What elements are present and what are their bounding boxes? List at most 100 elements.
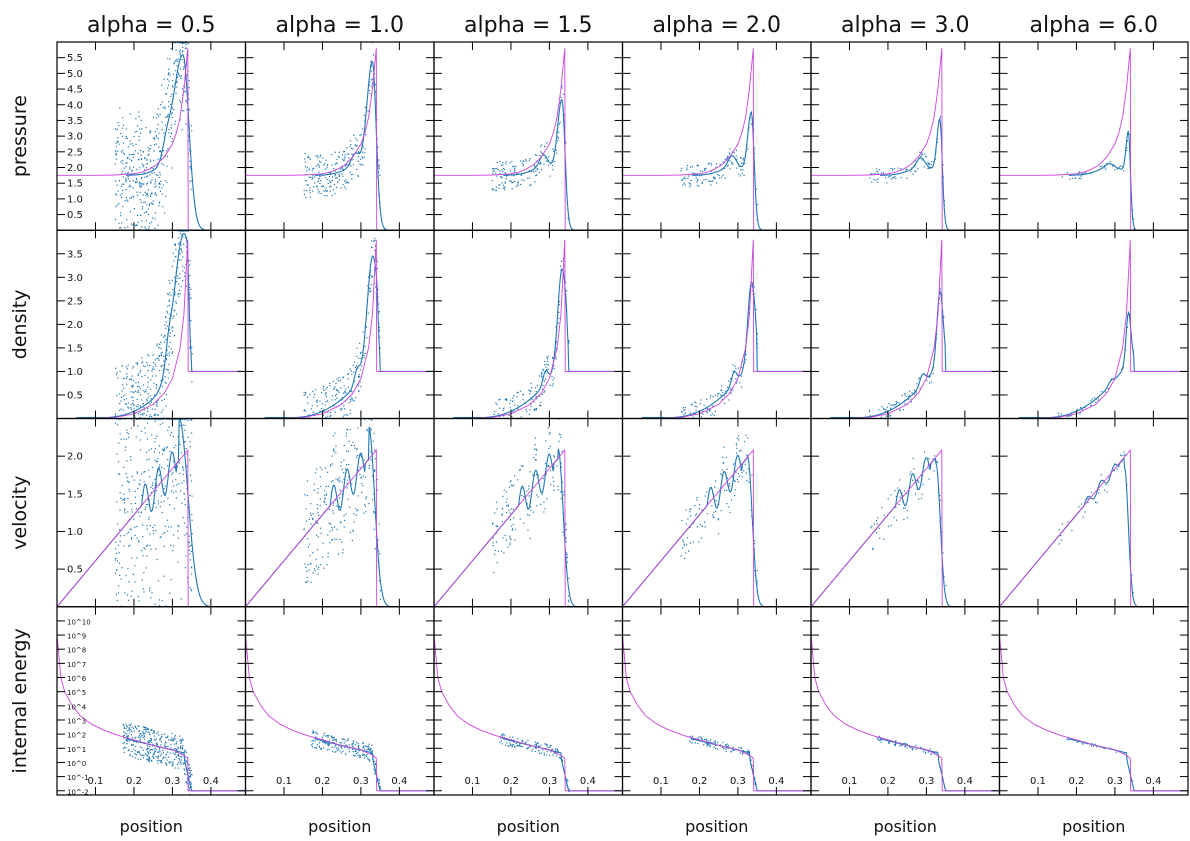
simulation-point xyxy=(552,357,554,359)
simulation-point xyxy=(132,744,134,746)
simulation-point xyxy=(1126,149,1128,151)
simulation-point xyxy=(892,169,894,171)
simulation-point xyxy=(560,462,562,464)
simulation-point xyxy=(189,347,191,349)
simulation-point xyxy=(150,448,152,450)
simulation-point xyxy=(121,222,123,224)
simulation-point xyxy=(704,738,706,741)
simulation-point xyxy=(175,444,177,446)
simulation-point xyxy=(134,526,136,528)
simulation-point xyxy=(354,380,356,382)
simulation-point xyxy=(174,293,176,295)
simulation-point xyxy=(351,483,353,485)
simulation-point xyxy=(123,466,125,468)
simulation-point xyxy=(346,181,348,183)
simulation-point xyxy=(144,548,146,550)
simulation-point xyxy=(493,571,495,574)
simulation-point xyxy=(181,752,183,754)
simulation-point xyxy=(539,145,541,147)
simulation-point xyxy=(736,447,738,449)
simulation-point xyxy=(326,749,328,751)
simulation-point xyxy=(184,272,186,274)
simulation-point xyxy=(695,177,697,179)
simulation-point xyxy=(128,724,130,726)
simulation-point xyxy=(321,403,323,405)
simulation-point xyxy=(377,171,379,173)
simulation-point xyxy=(190,168,192,170)
simulation-point xyxy=(313,489,315,491)
simulation-point xyxy=(339,489,341,491)
simulation-point xyxy=(370,459,372,461)
simulation-point xyxy=(120,185,122,187)
simulation-point xyxy=(165,327,167,329)
simulation-point xyxy=(327,164,329,166)
simulation-point xyxy=(123,534,125,537)
simulation-point xyxy=(378,164,380,166)
simulation-point xyxy=(188,230,190,232)
simulation-point xyxy=(694,401,696,403)
simulation-point xyxy=(125,166,127,168)
simulation-point xyxy=(1108,476,1110,478)
simulation-point xyxy=(513,739,515,741)
simulation-point xyxy=(916,383,918,385)
simulation-point xyxy=(318,192,320,194)
simulation-point xyxy=(527,514,529,516)
simulation-point xyxy=(338,173,340,175)
simulation-point xyxy=(179,253,181,255)
simulation-point xyxy=(343,159,346,161)
simulation-point xyxy=(708,741,710,743)
simulation-point xyxy=(140,154,142,156)
simulation-point xyxy=(534,741,536,743)
simulation-point xyxy=(148,756,150,758)
simulation-point xyxy=(694,514,697,516)
simulation-point xyxy=(511,746,513,748)
simulation-point xyxy=(156,405,158,407)
simulation-point xyxy=(939,288,941,290)
simulation-point xyxy=(156,357,158,359)
simulation-point xyxy=(930,381,932,383)
simulation-point xyxy=(547,355,549,357)
simulation-point xyxy=(895,740,897,742)
simulation-point xyxy=(545,440,547,442)
simulation-point xyxy=(163,450,165,452)
simulation-point xyxy=(119,409,121,411)
simulation-point xyxy=(180,745,182,747)
simulation-point xyxy=(357,454,359,457)
simulation-point xyxy=(370,418,372,420)
simulation-point xyxy=(148,476,151,478)
simulation-point xyxy=(364,503,366,506)
simulation-point xyxy=(166,312,169,314)
simulation-point xyxy=(1130,582,1133,584)
simulation-point xyxy=(504,399,506,401)
simulation-point xyxy=(144,226,146,228)
simulation-point xyxy=(560,490,562,493)
simulation-point xyxy=(906,743,908,745)
simulation-point xyxy=(134,496,136,498)
simulation-point xyxy=(687,164,689,167)
simulation-point xyxy=(503,736,505,739)
simulation-point xyxy=(114,163,116,165)
simulation-point xyxy=(146,759,149,761)
simulation-point xyxy=(329,180,331,182)
simulation-point xyxy=(124,497,126,499)
simulation-point xyxy=(146,398,148,401)
simulation-point xyxy=(323,741,325,743)
simulation-point xyxy=(171,739,173,742)
simulation-point xyxy=(324,195,326,197)
simulation-point xyxy=(551,375,553,378)
simulation-point xyxy=(173,418,175,420)
simulation-point xyxy=(316,405,318,407)
simulation-point xyxy=(925,751,927,753)
simulation-point xyxy=(183,90,185,92)
simulation-point xyxy=(704,521,706,523)
simulation-point xyxy=(322,387,324,389)
x-tick-label: 0.2 xyxy=(126,776,142,787)
simulation-point xyxy=(126,594,129,596)
simulation-point xyxy=(172,107,174,109)
simulation-point xyxy=(154,448,156,450)
simulation-point xyxy=(153,382,155,384)
simulation-point xyxy=(132,404,135,406)
simulation-point xyxy=(190,340,192,342)
simulation-point xyxy=(331,481,333,483)
simulation-point xyxy=(183,243,185,245)
